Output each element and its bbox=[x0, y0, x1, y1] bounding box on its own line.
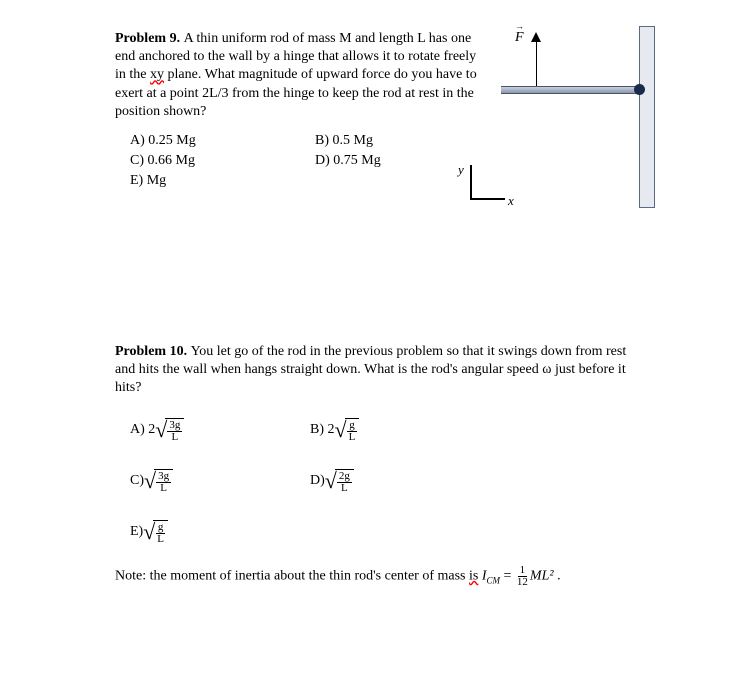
y-axis-icon bbox=[470, 165, 472, 200]
p9-option-e: E) Mg bbox=[130, 173, 315, 189]
sqrt-icon: √gL bbox=[335, 418, 360, 443]
note-sub: CM bbox=[487, 575, 501, 585]
problem10-note: Note: the moment of inertia about the th… bbox=[115, 565, 635, 588]
note-before: Note: the moment of inertia about the th… bbox=[115, 568, 469, 583]
sqrt-icon: √gL bbox=[143, 520, 168, 545]
p10-d-label: D) bbox=[310, 473, 325, 489]
p10-option-e: E) √gL bbox=[130, 520, 310, 545]
force-label: F bbox=[515, 30, 524, 46]
p10-b-label: B) 2 bbox=[310, 422, 335, 438]
p9-option-a: A) 0.25 Mg bbox=[130, 133, 315, 149]
x-axis-label: x bbox=[508, 193, 514, 209]
p10-a-label: A) 2 bbox=[130, 422, 155, 438]
p10-option-c: C) √3gL bbox=[130, 469, 310, 494]
p10-e-label: E) bbox=[130, 524, 143, 540]
p10-option-d: D) √2gL bbox=[310, 469, 490, 494]
p9-option-c: C) 0.66 Mg bbox=[130, 153, 315, 169]
p10-option-b: B) 2 √gL bbox=[310, 418, 490, 443]
hinge-icon bbox=[634, 84, 645, 95]
problem9-part2: plane. What magnitude of upward force do… bbox=[115, 67, 477, 118]
x-axis-icon bbox=[470, 198, 505, 200]
note-eq: = bbox=[500, 568, 515, 583]
sqrt-icon: √2gL bbox=[325, 469, 354, 494]
problem10-body: You let go of the rod in the previous pr… bbox=[115, 344, 626, 395]
problem9-text: Problem 9. A thin uniform rod of mass M … bbox=[115, 30, 485, 121]
problem10-text: Problem 10. You let go of the rod in the… bbox=[115, 343, 635, 398]
note-I: I bbox=[478, 568, 486, 583]
sqrt-icon: √3gL bbox=[155, 418, 184, 443]
force-vector-line bbox=[536, 40, 537, 86]
note-frac: 112 bbox=[515, 565, 530, 588]
xy-axes: y x bbox=[460, 160, 520, 220]
note-after: ML² bbox=[530, 568, 554, 583]
problem9-heading: Problem 9. bbox=[115, 31, 184, 46]
force-arrow-icon bbox=[531, 32, 541, 42]
wall-icon bbox=[639, 26, 655, 208]
problem10-options: A) 2 √3gL B) 2 √gL C) √3gL D) √2gL E) √g… bbox=[130, 418, 635, 545]
rod-icon bbox=[501, 86, 641, 94]
y-axis-label: y bbox=[458, 162, 464, 178]
problem10-heading: Problem 10. bbox=[115, 344, 191, 359]
p9-option-b: B) 0.5 Mg bbox=[315, 133, 500, 149]
sqrt-icon: √3gL bbox=[144, 469, 173, 494]
note-is-squiggle: is bbox=[469, 568, 478, 583]
p10-option-a: A) 2 √3gL bbox=[130, 418, 310, 443]
squiggle-xy: xy bbox=[150, 67, 164, 82]
p10-c-label: C) bbox=[130, 473, 144, 489]
note-period: . bbox=[554, 568, 561, 583]
